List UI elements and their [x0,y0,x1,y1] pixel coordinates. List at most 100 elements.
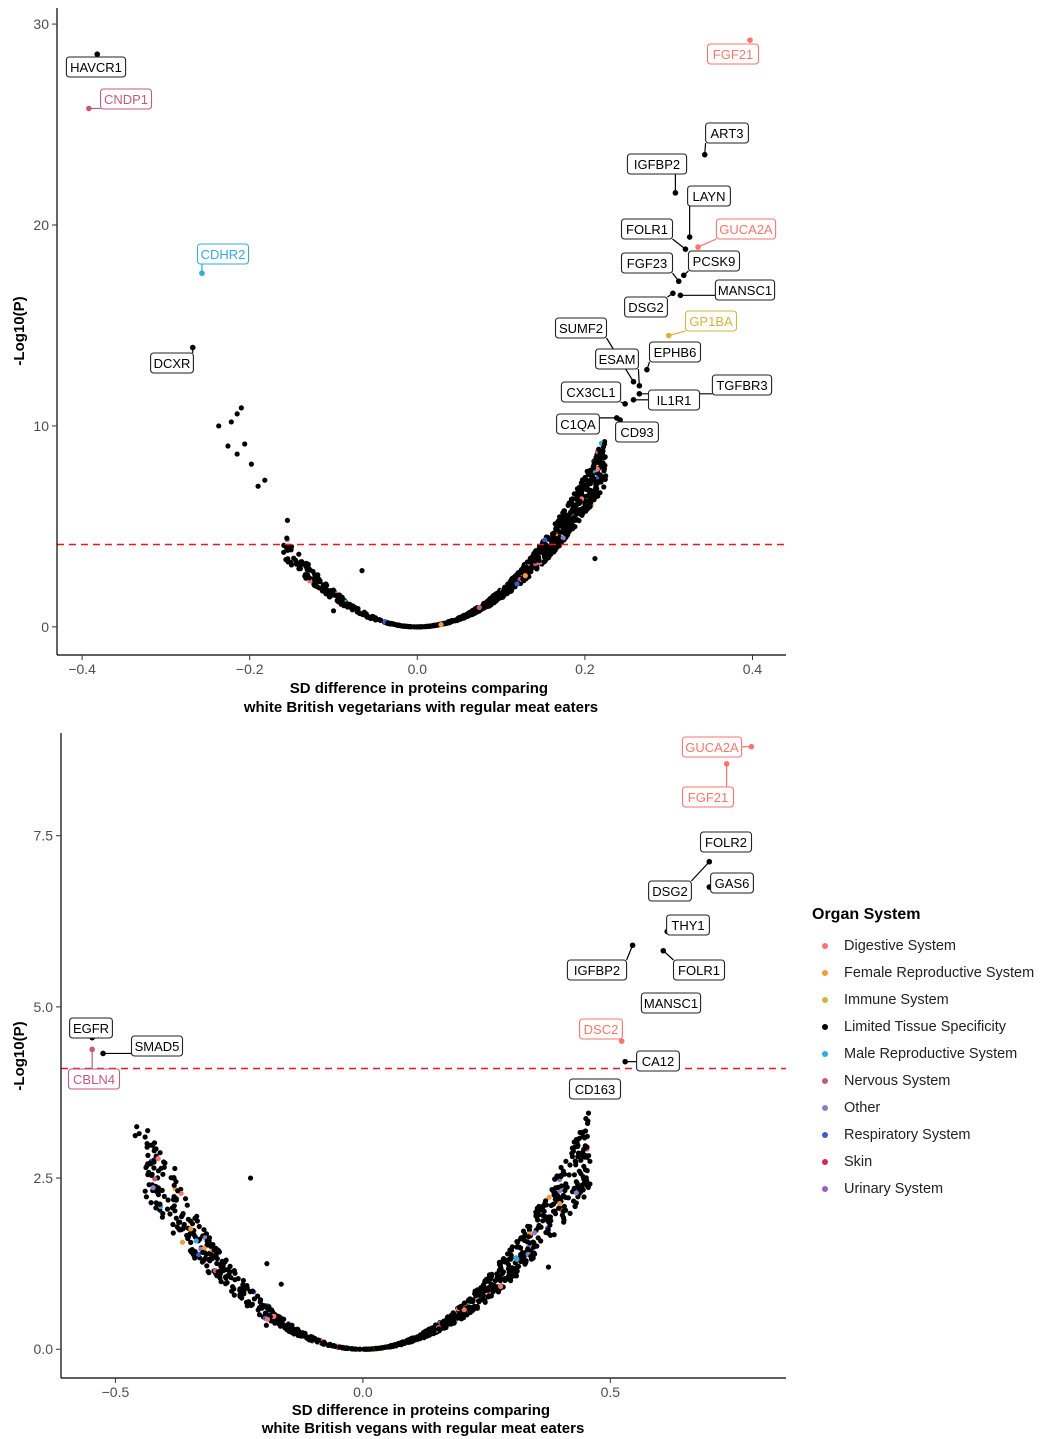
labeled-protein-point [747,37,753,43]
protein-point [439,1320,445,1326]
legend-item: Respiratory System [812,1121,1034,1148]
protein-point [238,405,244,411]
protein-point [173,1215,179,1221]
protein-point [299,560,305,566]
gene-label-text: FOLR1 [626,222,668,237]
labeled-protein-point [622,401,628,407]
x-axis-ticks: −0.4 −0.2 0.0 0.2 0.4 [68,655,762,677]
protein-point [288,562,295,568]
protein-point [337,1344,343,1350]
protein-point [187,1248,193,1254]
gene-label-text: FGF21 [713,47,753,62]
legend-label: Male Reproductive System [844,1045,1018,1062]
legend-items: Digestive System Female Reproductive Syst… [812,932,1034,1202]
gene-label-box [666,914,710,936]
gene-label: CNDP1 [99,88,153,110]
gene-label-box [595,348,639,370]
protein-point [159,1187,165,1193]
protein-point [581,1163,587,1169]
protein-point [514,1256,520,1262]
protein-point [578,507,584,513]
protein-point [339,596,345,603]
gene-label-box [69,1017,113,1039]
protein-point [429,623,435,629]
protein-point [483,1276,489,1283]
gene-label-text: EPHB6 [654,345,697,360]
legend-item: Male Reproductive System [812,1040,1034,1067]
protein-point [567,1210,573,1216]
protein-point [162,1160,168,1166]
gene-label-box [710,872,754,894]
protein-point [559,539,565,545]
y-axis-label: -Log10(P) [11,1021,28,1090]
protein-point [515,1239,521,1245]
protein-point [456,615,462,621]
protein-point [329,1343,335,1349]
protein-point [495,595,502,601]
protein-point [244,1283,250,1289]
x-tick-label: 0.0 [353,1384,373,1400]
protein-point [215,1269,221,1275]
protein-point [475,1298,482,1304]
protein-point [148,1200,154,1206]
y-axis-ticks: 0 10 20 30 [33,16,57,635]
protein-point [171,1175,177,1181]
gene-label-text: IGFBP2 [634,157,680,172]
legend-item: Urinary System [812,1175,1034,1202]
gene-label-text: ART3 [711,126,744,141]
protein-point [561,1219,567,1225]
protein-point [518,1258,524,1265]
protein-point [264,1261,270,1267]
protein-point [170,1221,176,1228]
protein-point [204,1238,210,1244]
protein-point [441,1325,447,1331]
legend: Organ System Digestive System Female Repr… [812,906,1034,1202]
protein-point [356,610,362,616]
protein-point [475,1287,481,1294]
leader-line [683,270,689,276]
protein-point [414,1336,421,1342]
legend-item: Limited Tissue Specificity [812,1013,1034,1040]
protein-point [552,521,558,527]
gene-label-text: C1QA [560,417,596,432]
protein-point [482,601,488,607]
protein-point [284,1327,290,1333]
protein-point [546,1194,552,1200]
legend-item: Skin [812,1148,1034,1175]
protein-point [582,1135,588,1141]
y-tick-label: 20 [33,217,49,233]
protein-point [264,1316,271,1322]
gene-label-text: FGF23 [627,256,667,271]
protein-point [161,1164,167,1170]
legend-title: Organ System [812,906,921,923]
gene-label-text: GUCA2A [685,740,739,755]
gene-label-box [65,56,127,78]
gene-label-text: DSG2 [652,884,687,899]
gene-label-box [626,153,688,175]
gene-label-box [706,43,760,65]
y-tick-label: 7.5 [34,828,54,844]
protein-point [394,1341,400,1347]
protein-point [255,483,261,489]
protein-point [187,1218,194,1224]
protein-point [256,1312,263,1318]
protein-point [145,1152,151,1158]
legend-swatch [822,1185,828,1192]
gene-label-box [648,880,692,902]
protein-point [147,1160,153,1166]
protein-point [281,1322,287,1328]
protein-point [184,1202,190,1208]
protein-point [567,1162,573,1168]
x-tick-label: −0.2 [236,661,264,677]
x-axis-label-line-2: white British vegetarians with regular m… [243,699,598,716]
protein-point [171,1182,177,1188]
protein-point [467,1296,473,1302]
protein-point [592,555,598,562]
protein-point [231,1268,237,1274]
gene-label: MANSC1 [714,279,776,301]
protein-point [369,1346,375,1352]
protein-point [578,1157,584,1163]
protein-point [388,620,394,626]
gene-label-box [715,218,777,240]
gene-label-text: MANSC1 [718,283,772,298]
